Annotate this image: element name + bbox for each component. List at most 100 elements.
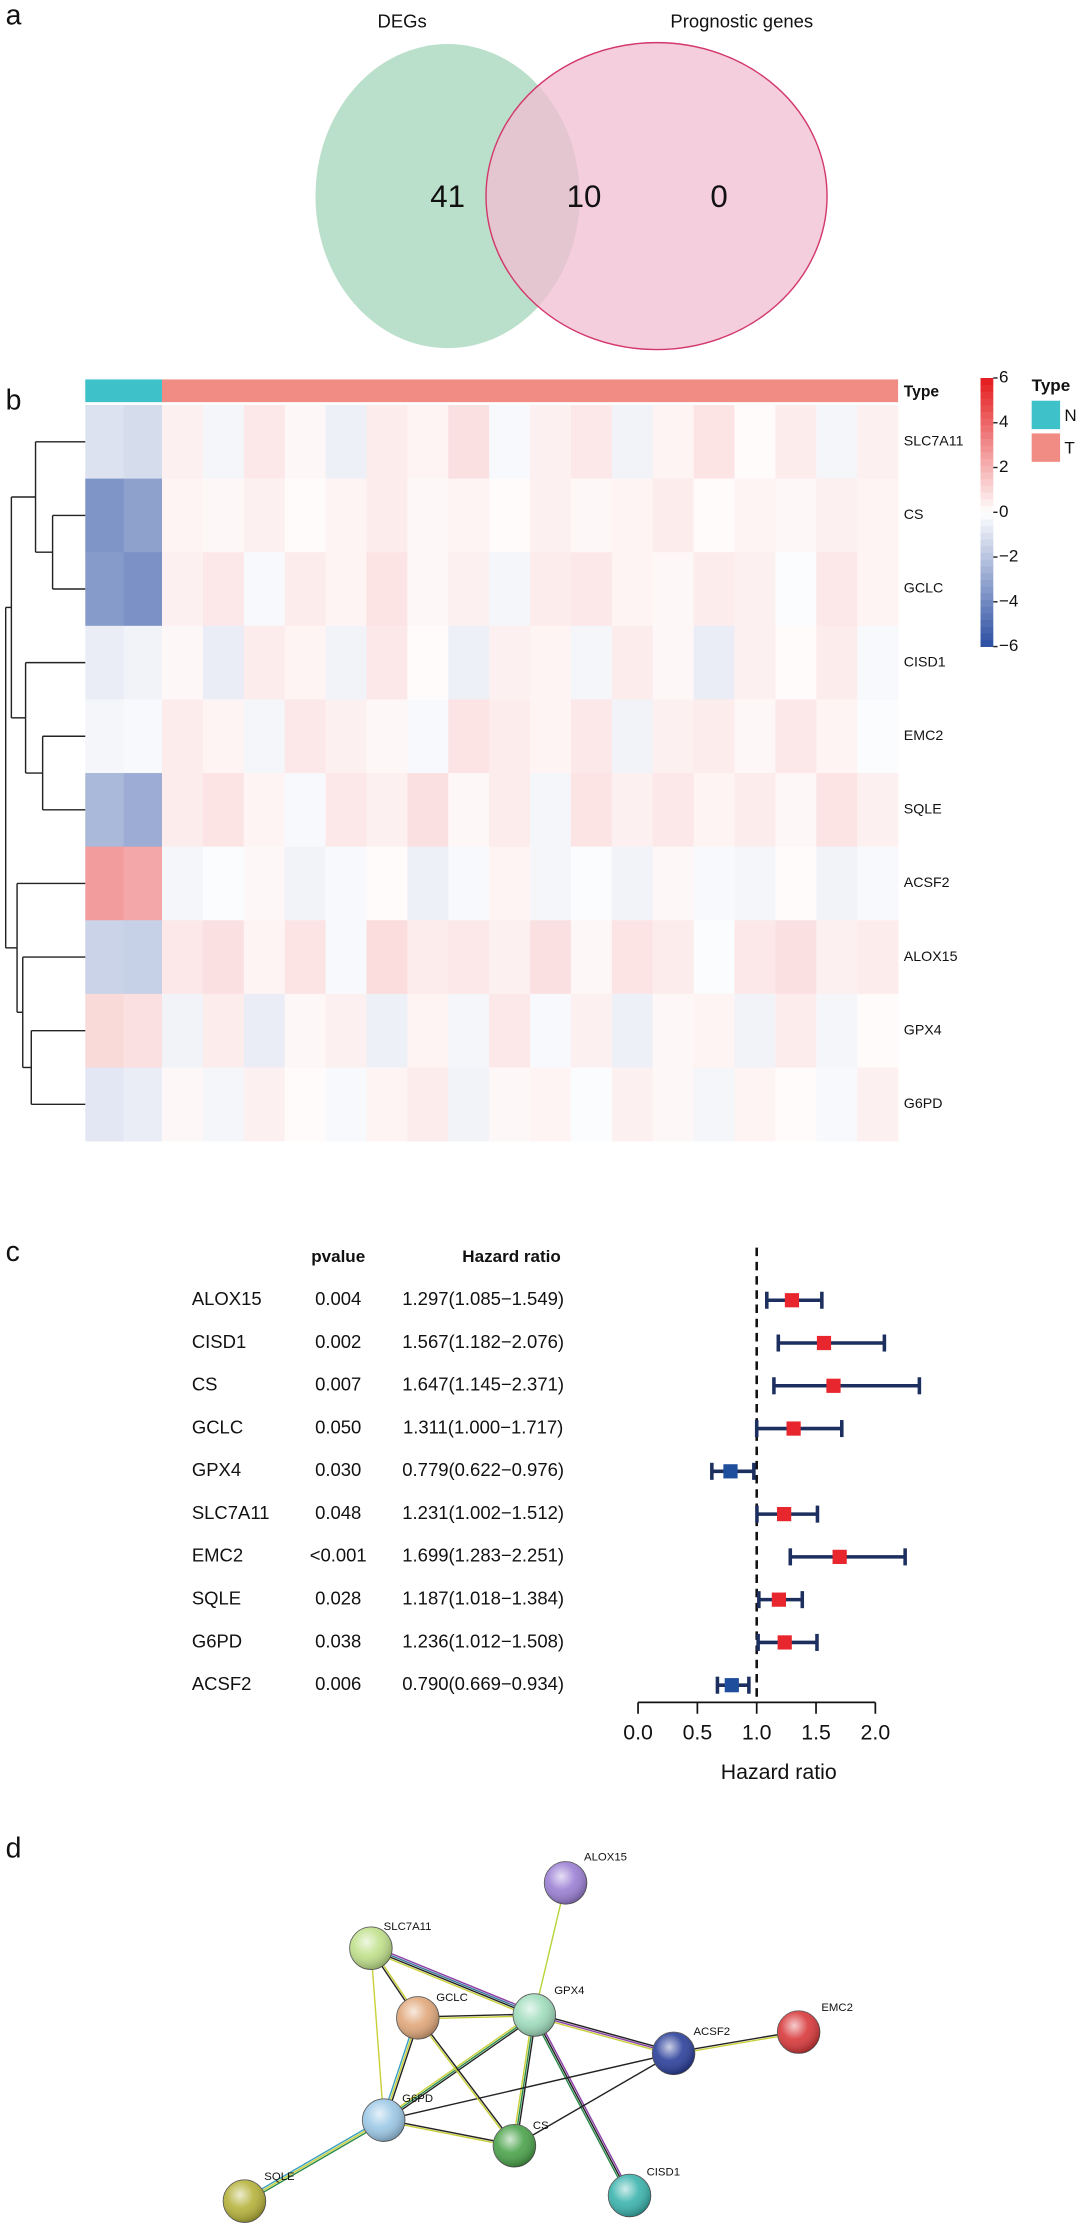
heat-cell <box>693 1067 735 1142</box>
heat-cell <box>162 699 204 774</box>
heat-cell <box>85 993 125 1068</box>
colorbar-label: −2 <box>999 547 1018 566</box>
panel-letter: a <box>6 0 22 32</box>
node-label: SLC7A11 <box>384 1921 432 1933</box>
colorbar <box>980 606 994 614</box>
node-label: CISD1 <box>647 2167 680 2179</box>
heat-cell <box>857 846 899 921</box>
heat-cell <box>407 993 449 1068</box>
heat-cell <box>816 478 858 553</box>
heat-cell <box>857 699 899 774</box>
column-header: pvalue <box>311 1247 365 1266</box>
pvalue-label: 0.002 <box>315 1331 361 1352</box>
pvalue-label: 0.006 <box>315 1673 361 1694</box>
gene-label: GCLC <box>192 1416 243 1437</box>
heat-cell <box>407 773 449 848</box>
heat-cell <box>489 478 531 553</box>
colorbar-label: −4 <box>999 591 1018 610</box>
heat-cell <box>775 552 817 627</box>
heat-cell <box>530 1067 572 1142</box>
heat-cell <box>693 773 735 848</box>
heat-cell <box>366 846 408 921</box>
heat-cell <box>489 404 531 480</box>
heat-cell <box>202 552 245 627</box>
heat-cell <box>407 699 449 774</box>
heat-cell <box>775 478 817 553</box>
heat-cell <box>775 625 817 700</box>
network-edge <box>382 2012 534 2120</box>
heat-cell <box>775 1067 817 1142</box>
heat-cell <box>85 625 125 700</box>
heat-cell <box>325 773 367 848</box>
heat-cell <box>448 625 490 700</box>
heat-cell <box>734 920 776 995</box>
hr-point <box>777 1506 792 1522</box>
node-label: ALOX15 <box>584 1851 627 1863</box>
heat-cell <box>775 846 817 921</box>
pvalue-label: 0.030 <box>315 1459 361 1480</box>
heat-cell <box>693 699 735 774</box>
gene-label: SLC7A11 <box>192 1502 270 1523</box>
network-edge <box>370 1948 385 2121</box>
network-edge <box>369 1950 534 2019</box>
heat-cell <box>243 625 286 700</box>
heat-cell <box>530 773 572 848</box>
node-shine <box>493 2124 536 2168</box>
network-edge <box>513 2014 536 2146</box>
heat-cell <box>611 404 654 480</box>
network-edge <box>244 2119 385 2202</box>
colorbar <box>980 559 994 567</box>
heat-cell <box>530 625 572 700</box>
heat-cell <box>123 773 163 848</box>
set-circle <box>485 41 828 351</box>
heat-cell <box>734 846 776 921</box>
colorbar <box>980 545 994 553</box>
heat-cell <box>162 552 204 627</box>
hr-label: 1.699(1.283−2.251) <box>402 1545 564 1566</box>
heat-cell <box>775 404 817 480</box>
node-label: EMC2 <box>821 2002 853 2014</box>
pvalue-label: <0.001 <box>310 1545 367 1566</box>
colorbar <box>980 431 994 439</box>
heat-cell <box>123 478 163 553</box>
heat-cell <box>857 552 899 627</box>
heat-cell <box>202 993 245 1068</box>
node-label: SQLE <box>264 2171 295 2183</box>
heat-cell <box>284 773 327 848</box>
heat-cell <box>284 993 327 1068</box>
heat-cell <box>816 920 858 995</box>
heat-cell <box>693 552 735 627</box>
gene-label: ALOX15 <box>192 1288 262 1309</box>
node-shine <box>362 2098 406 2142</box>
heat-cell <box>734 625 776 700</box>
type-bar <box>162 379 899 403</box>
heat-cell <box>162 773 204 848</box>
heat-cell <box>123 699 163 774</box>
heat-cell <box>489 846 531 921</box>
heat-cell <box>489 993 531 1068</box>
heat-cell <box>202 846 245 921</box>
colorbar <box>980 579 994 587</box>
colorbar <box>980 592 994 600</box>
heat-cell <box>407 478 449 553</box>
heat-cell <box>570 478 613 553</box>
heat-cell <box>407 1067 449 1142</box>
heat-cell <box>448 993 490 1068</box>
heat-cell <box>611 773 654 848</box>
colorbar <box>980 478 994 486</box>
heat-cell <box>570 552 613 627</box>
heat-cell <box>162 993 204 1068</box>
heat-cell <box>611 920 654 995</box>
heat-cell <box>570 404 613 480</box>
network-edge <box>370 1946 535 2015</box>
colorbar <box>980 398 994 406</box>
heat-cell <box>448 552 490 627</box>
heat-cell <box>284 1067 327 1142</box>
heat-cell <box>123 846 163 921</box>
colorbar <box>980 445 994 453</box>
colorbar <box>980 411 994 419</box>
heat-cell <box>570 699 613 774</box>
heat-cell <box>123 993 163 1068</box>
heat-cell <box>366 773 408 848</box>
colorbar <box>980 599 994 607</box>
